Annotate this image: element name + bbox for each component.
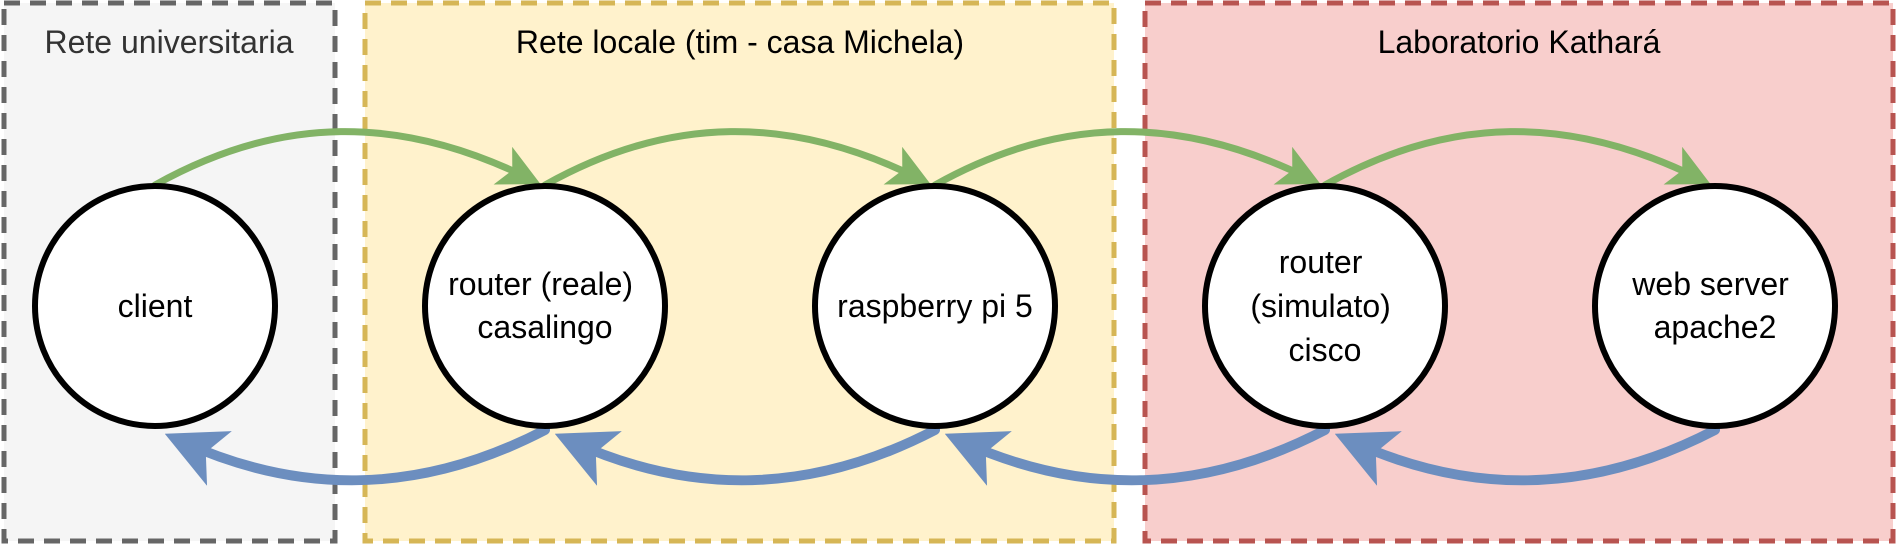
node-raspberry-line: raspberry pi 5 [837,288,1033,324]
node-client-line: client [118,288,193,324]
arrow-raspberry-to-home-router [554,425,940,486]
node-cisco-router-line: (simulato) [1250,288,1390,324]
arrow-home-router-to-client [164,425,550,486]
arrow-home-router-to-raspberry [541,128,931,189]
zone-local-label: Rete locale (tim - casa Michela) [516,24,964,60]
zone-lab-label: Laboratorio Kathará [1378,24,1661,60]
zone-university-label: Rete universitaria [45,24,294,60]
node-client: client [32,183,278,429]
node-home-router-circle [422,183,668,429]
arrow-raspberry-to-cisco-router [931,128,1321,189]
arrow-cisco-router-to-raspberry [944,425,1330,486]
node-client-label: client [118,288,193,324]
node-home-router: router (reale) casalingo [422,183,668,429]
node-cisco-router-circle [1202,183,1448,429]
node-cisco-router-line: cisco [1289,332,1362,368]
node-web-server: web server apache2 [1592,183,1838,429]
node-web-server-line: apache2 [1654,309,1777,345]
request-arrows [151,128,1711,189]
node-home-router-label: router (reale) casalingo [448,266,642,345]
node-cisco-router-label: router (simulato) cisco [1250,244,1399,368]
node-web-server-line: web server [1631,266,1789,302]
node-home-router-line: router (reale) [448,266,633,302]
node-web-server-label: web server apache2 [1631,266,1797,345]
arrow-web-server-to-cisco-router [1334,425,1720,486]
node-cisco-router: router (simulato) cisco [1202,183,1448,429]
response-arrows [164,425,1720,486]
arrow-cisco-router-to-web-server [1321,128,1711,189]
arrow-client-to-home-router [151,128,541,189]
node-client-circle [32,183,278,429]
node-cisco-router-line: router [1279,244,1363,280]
node-raspberry: raspberry pi 5 [812,183,1058,429]
node-raspberry-circle [812,183,1058,429]
node-web-server-circle [1592,183,1838,429]
node-raspberry-label: raspberry pi 5 [837,288,1033,324]
node-home-router-line: casalingo [477,309,612,345]
